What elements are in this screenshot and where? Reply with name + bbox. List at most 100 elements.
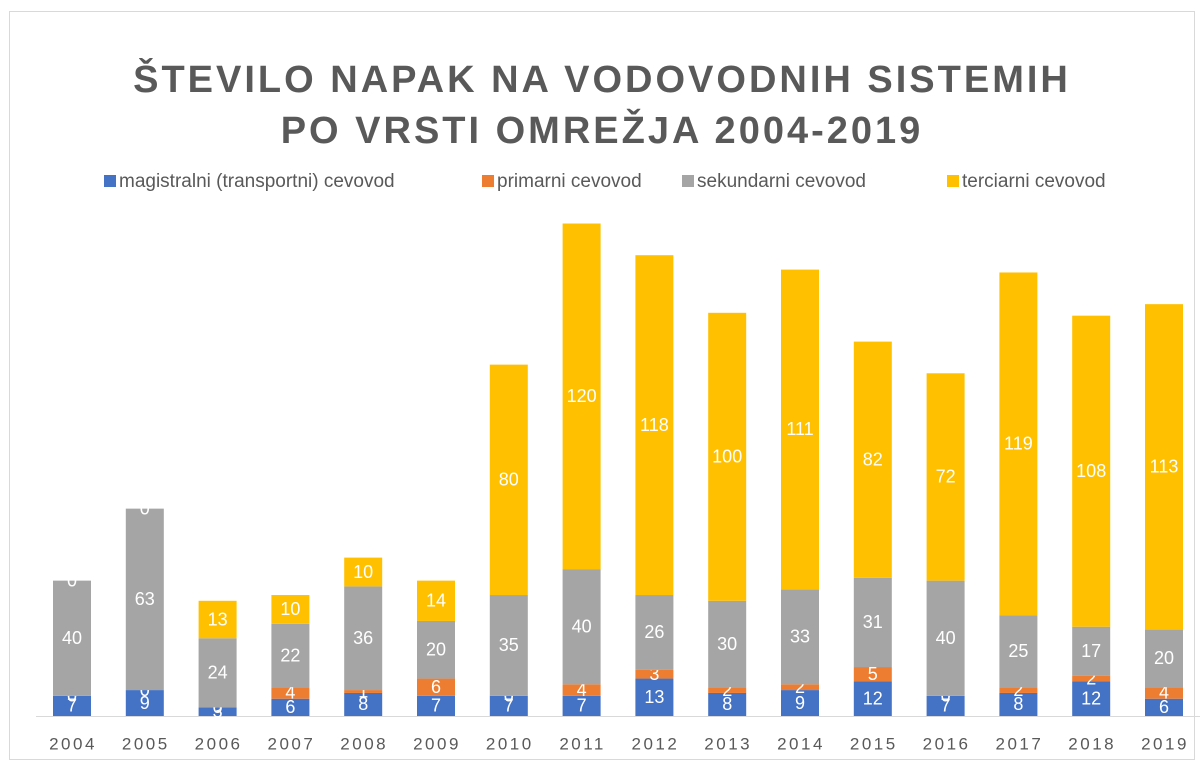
bar-segment [635,678,674,716]
bar-segment [853,681,892,716]
data-label: 4 [285,683,295,703]
x-tick-label: 2016 [923,734,971,753]
bar-segment [1072,315,1111,627]
bar-segment [926,695,965,716]
data-label: 35 [499,635,519,655]
data-label: 20 [426,640,446,660]
data-label: 63 [135,589,155,609]
bar-segment [562,695,601,716]
data-label: 3 [649,664,659,684]
x-tick-label: 2008 [340,734,388,753]
x-tick-label: 2011 [559,734,606,753]
bar-segment [198,600,237,639]
bar-segment [853,341,892,578]
bar-segment [1072,626,1111,676]
data-label: 10 [353,562,373,582]
data-label: 4 [1159,683,1169,703]
bar-segment [271,623,310,688]
data-label: 7 [941,696,951,716]
x-tick-label: 2010 [486,734,534,753]
bar-segment [489,595,528,696]
data-label: 8 [722,694,732,714]
data-label: 8 [1013,694,1023,714]
x-tick-label: 2013 [704,734,752,753]
x-tick-label: 2006 [195,734,243,753]
bar-segment [53,695,91,716]
data-label: 10 [280,599,300,619]
data-label: 12 [1081,688,1101,708]
data-label: 22 [280,645,300,665]
data-label: 40 [936,628,956,648]
data-label: 17 [1081,641,1101,661]
bar-segment [781,589,819,685]
legend-swatch [947,175,959,187]
data-label: 13 [644,687,664,707]
x-tick-label: 2012 [631,734,679,753]
bar-segment [708,312,747,601]
legend-swatch [482,175,494,187]
x-tick-label: 2017 [995,734,1043,753]
bar-segment [1072,675,1111,682]
bar-segment [562,223,601,570]
data-label: 20 [1154,648,1174,668]
data-label: 7 [504,696,514,716]
bar-segment [344,692,383,716]
bar-segment [125,690,164,716]
data-label: 119 [1004,434,1033,454]
legend-swatch [104,175,116,187]
legend-swatch [682,175,694,187]
data-label: 6 [285,697,295,717]
x-tick-label: 2015 [850,734,898,753]
bar-segment [708,692,747,716]
legend-label: primarni cevovod [497,171,642,192]
bar-segment [417,695,455,716]
bar-segment [999,687,1038,693]
data-label: 118 [640,415,669,435]
data-label: 1 [358,681,368,701]
bar-segment [1145,629,1183,688]
x-tick-label: 2018 [1068,734,1116,753]
bar-segment [53,580,91,696]
bar-segment [781,684,819,691]
bar-segment [198,638,237,708]
x-tick-label: 2014 [777,734,825,753]
data-label: 120 [567,386,597,406]
data-label: 33 [790,627,810,647]
bar-segment [781,690,819,716]
data-label: 13 [208,609,228,629]
data-label: 82 [863,449,883,469]
bar-segment [271,687,310,699]
bar-segment [489,364,528,596]
bar-segment [417,620,455,679]
bar-segment [635,255,674,596]
data-label: 30 [717,634,737,654]
legend-label: magistralni (transportni) cevovod [119,171,395,192]
bar-segment [926,580,965,696]
data-label: 26 [644,622,664,642]
bar-segment [198,707,237,716]
bar-segment [635,669,674,679]
bar-segment [417,678,455,696]
data-label: 9 [795,693,805,713]
x-tick-label: 2009 [413,734,461,753]
legend-label: sekundarni cevovod [697,171,866,192]
bar-segment [271,595,310,624]
data-label: 113 [1150,457,1179,477]
data-label: 7 [431,696,441,716]
data-label: 7 [67,696,77,716]
bar-segment [1072,681,1111,716]
bar-segment [1145,698,1183,716]
data-label: 31 [863,612,883,632]
data-label: 25 [1008,641,1028,661]
data-label: 8 [358,694,368,714]
chart-title: PO VRSTI OMREŽJA 2004-2019 [281,108,924,152]
data-label: 111 [786,419,813,439]
x-tick-label: 2019 [1141,734,1189,753]
bar-segment [417,580,455,621]
data-label: 36 [353,628,373,648]
x-tick-label: 2004 [49,734,97,753]
data-label: 9 [140,693,150,713]
data-label: 40 [572,616,592,636]
bar-segment [853,577,892,668]
